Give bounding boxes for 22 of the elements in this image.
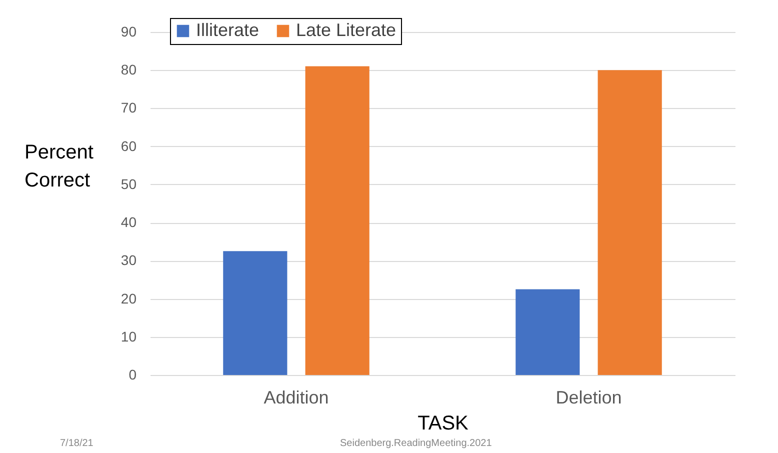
legend-label: Late Literate (296, 20, 396, 40)
x-tick-label: Deletion (556, 388, 622, 408)
bar (516, 289, 580, 375)
y-tick-label: 20 (120, 290, 137, 306)
bar (598, 70, 662, 375)
legend-label: Illiterate (196, 20, 260, 40)
y-tick-label: 90 (120, 24, 137, 40)
bar (305, 66, 370, 375)
y-tick-label: 70 (120, 100, 137, 116)
x-tick-label: Addition (264, 388, 329, 408)
y-tick-label: 30 (120, 252, 137, 268)
y-tick-label: 10 (120, 328, 137, 344)
y-tick-label: 50 (120, 176, 137, 192)
text: Seidenberg.ReadingMeeting.2021 (340, 438, 492, 449)
x-axis-title: TASK (418, 412, 470, 434)
bar (223, 251, 288, 375)
text: 7/18/21 (60, 438, 94, 449)
y-tick-label: 60 (120, 138, 137, 154)
y-axis-title: Percent Correct (24, 142, 94, 192)
y-tick-label: 80 (120, 62, 137, 78)
y-tick-label: 0 (128, 366, 137, 382)
y-tick-label: 40 (120, 214, 137, 230)
